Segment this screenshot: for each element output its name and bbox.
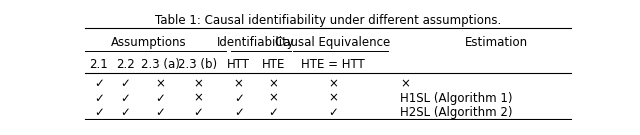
Text: ×: × bbox=[269, 92, 278, 105]
Text: 2.3 (b): 2.3 (b) bbox=[179, 58, 218, 71]
Text: ✓: ✓ bbox=[269, 106, 278, 119]
Text: ×: × bbox=[328, 92, 338, 105]
Text: H1SL (Algorithm 1): H1SL (Algorithm 1) bbox=[400, 92, 513, 105]
Text: ×: × bbox=[193, 92, 203, 105]
Text: ×: × bbox=[400, 77, 410, 90]
Text: Identifiability: Identifiability bbox=[217, 36, 295, 49]
Text: ✓: ✓ bbox=[234, 106, 244, 119]
Text: ✓: ✓ bbox=[121, 92, 131, 105]
Text: ×: × bbox=[328, 77, 338, 90]
Text: ✓: ✓ bbox=[121, 77, 131, 90]
Text: 2.3 (a): 2.3 (a) bbox=[141, 58, 180, 71]
Text: ✓: ✓ bbox=[156, 92, 165, 105]
Text: H2SL (Algorithm 2): H2SL (Algorithm 2) bbox=[400, 106, 513, 119]
Text: Estimation: Estimation bbox=[465, 36, 528, 49]
Text: 2.1: 2.1 bbox=[90, 58, 108, 71]
Text: ×: × bbox=[234, 77, 244, 90]
Text: ✓: ✓ bbox=[234, 92, 244, 105]
Text: ×: × bbox=[269, 77, 278, 90]
Text: Causal Equivalence: Causal Equivalence bbox=[275, 36, 390, 49]
Text: ✓: ✓ bbox=[94, 92, 104, 105]
Text: 2.2: 2.2 bbox=[116, 58, 135, 71]
Text: ✓: ✓ bbox=[94, 77, 104, 90]
Text: ✓: ✓ bbox=[94, 106, 104, 119]
Text: ✓: ✓ bbox=[121, 106, 131, 119]
Text: HTE: HTE bbox=[262, 58, 285, 71]
Text: Table 1: Causal identifiability under different assumptions.: Table 1: Causal identifiability under di… bbox=[155, 14, 501, 27]
Text: HTT: HTT bbox=[227, 58, 250, 71]
Text: ✓: ✓ bbox=[328, 106, 338, 119]
Text: ✓: ✓ bbox=[156, 106, 165, 119]
Text: ✓: ✓ bbox=[193, 106, 203, 119]
Text: ×: × bbox=[156, 77, 165, 90]
Text: HTE = HTT: HTE = HTT bbox=[301, 58, 365, 71]
Text: Assumptions: Assumptions bbox=[111, 36, 186, 49]
Text: ×: × bbox=[193, 77, 203, 90]
